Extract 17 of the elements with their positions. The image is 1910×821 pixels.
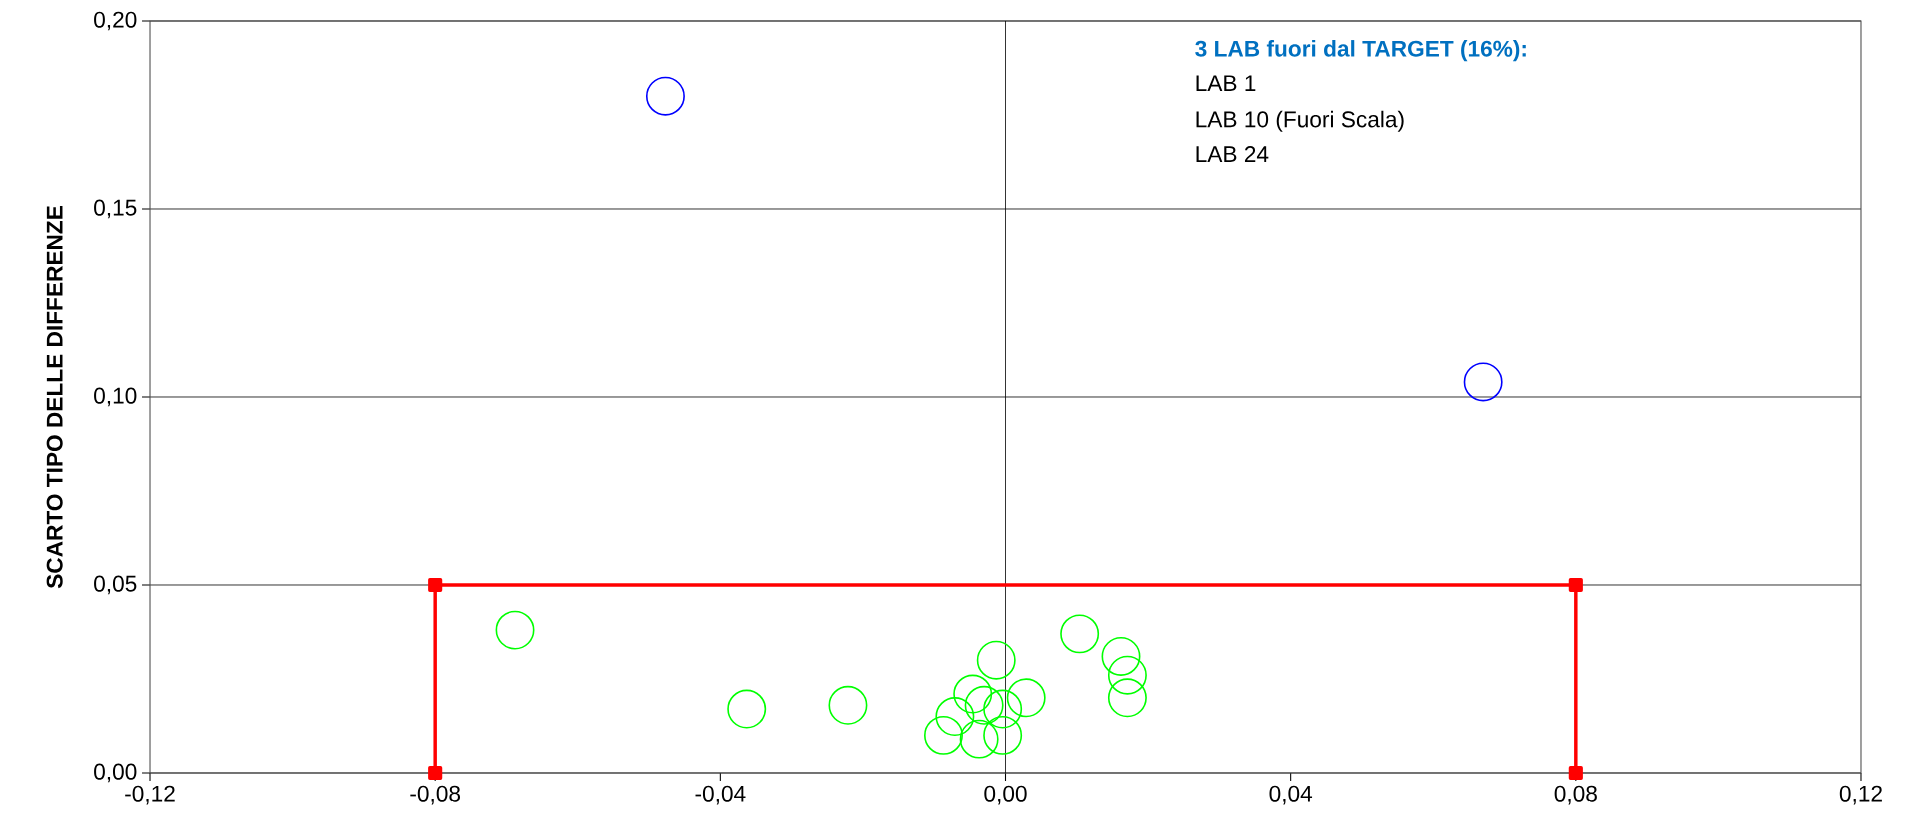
x-tick-label: 0,12: [1839, 785, 1882, 805]
x-tick-label: 0,04: [1269, 785, 1313, 805]
x-tick-label: -0,04: [695, 785, 746, 805]
y-tick-label: 0,10: [94, 387, 137, 407]
y-tick-label: 0,15: [94, 199, 137, 219]
y-tick-label: 0,20: [94, 11, 137, 31]
x-tick-label: -0,12: [125, 785, 175, 805]
annotation: LAB 1: [1196, 75, 1256, 91]
y-axis-title: SCARTO TIPO DELLE DIFFERENZE: [46, 206, 63, 589]
x-tick-label: 0,08: [1554, 785, 1597, 805]
annotation: LAB 10 (Fuori Scala): [1196, 110, 1404, 132]
annotation: 3 LAB fuori dal TARGET (16%):: [1195, 40, 1526, 62]
x-tick-label: 0,00: [984, 785, 1027, 805]
y-tick-label: 0,05: [94, 575, 137, 595]
x-tick-label: -0,08: [410, 785, 461, 805]
y-tick-label: 0,00: [94, 763, 137, 783]
annotation: LAB 24: [1196, 146, 1269, 162]
